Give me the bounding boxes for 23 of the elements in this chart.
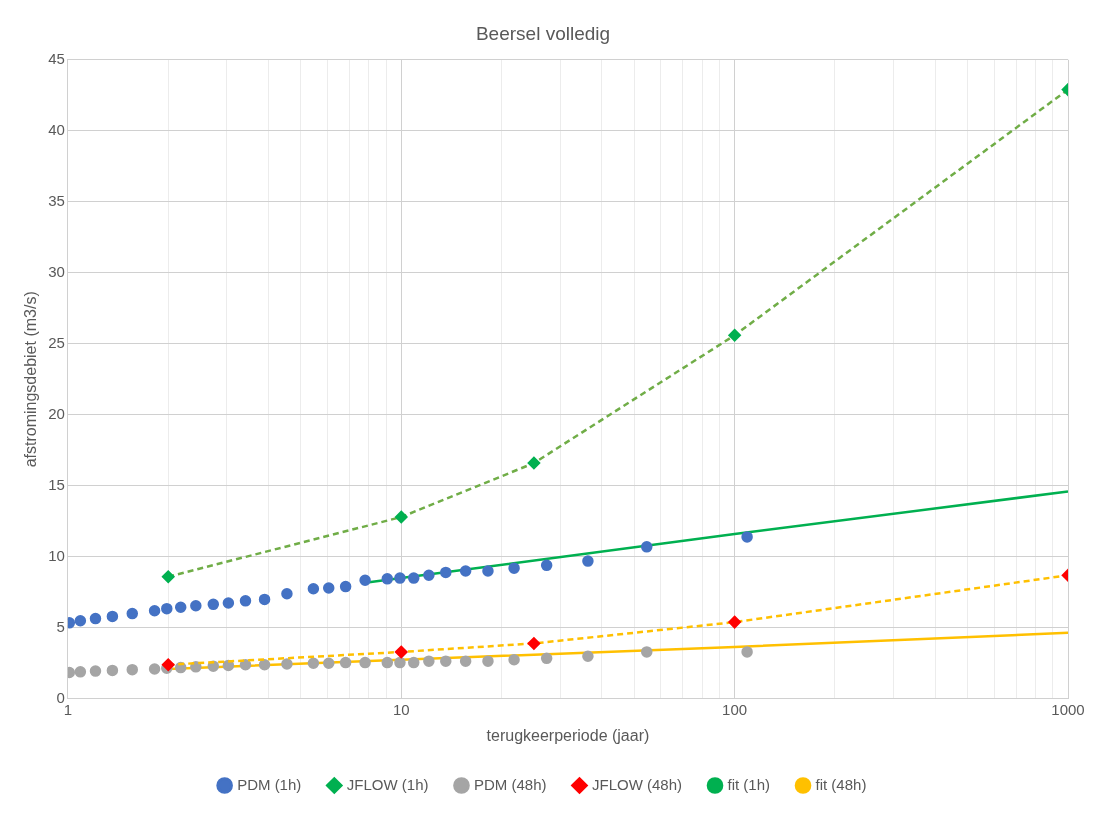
x-tick-label: 1000 (1051, 700, 1085, 718)
legend-label: fit (1h) (727, 775, 771, 793)
legend-label: JFLOW (1h) (346, 775, 429, 793)
y-tick-label: 20 (48, 404, 65, 422)
legend-label: JFLOW (48h) (591, 775, 683, 793)
y-tick-label: 25 (48, 333, 65, 351)
y-tick-label: 15 (48, 475, 65, 493)
legend-label: PDM (48h) (473, 775, 547, 793)
y-tick-label: 35 (48, 191, 65, 209)
y-tick-label: 0 (56, 688, 65, 706)
legend-label: PDM (1h) (237, 775, 302, 793)
x-tick-label: 100 (722, 700, 748, 718)
x-axis-title: terugkeerperiode (jaar) (486, 726, 650, 744)
legend-label: fit (48h) (815, 775, 867, 793)
x-tick-label: 10 (392, 700, 410, 718)
y-tick-label: 40 (48, 120, 65, 138)
y-axis-title: afstromingsdebiet (m3/s) (22, 291, 40, 468)
chart-title: Beersel volledig (475, 22, 611, 44)
y-tick-label: 30 (48, 262, 65, 280)
y-tick-label: 10 (48, 546, 65, 564)
x-tick-label: 1 (63, 700, 73, 718)
y-tick-label: 45 (48, 49, 65, 67)
y-tick-label: 5 (56, 617, 65, 635)
